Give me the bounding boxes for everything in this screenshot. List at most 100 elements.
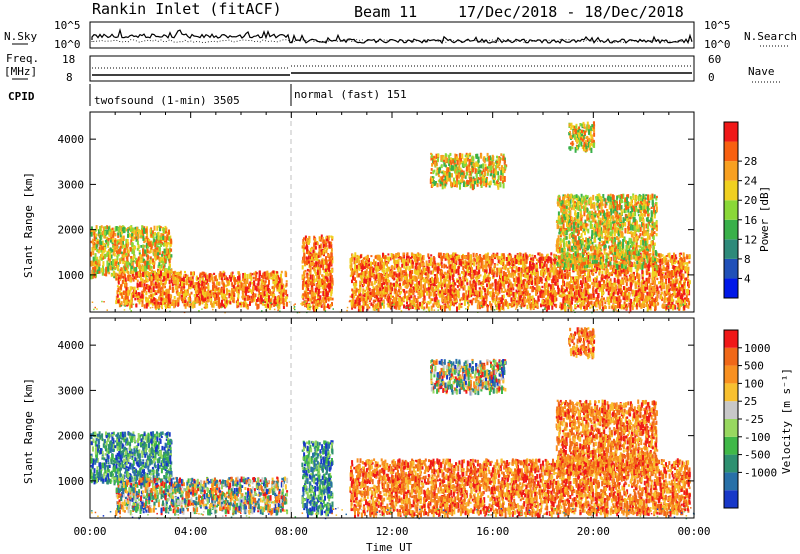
echo-cell — [159, 268, 162, 272]
echo-cell — [179, 273, 182, 277]
echo-cell — [103, 243, 106, 247]
echo-cell — [374, 299, 377, 303]
echo-cell — [248, 283, 250, 288]
echo-cell — [324, 258, 327, 261]
echo-cell — [204, 291, 207, 294]
echo-cell — [681, 301, 684, 306]
echo-cell — [279, 294, 282, 299]
echo-cell — [608, 296, 611, 300]
echo-cell — [211, 279, 214, 283]
echo-cell — [183, 297, 186, 301]
echo-cell — [277, 281, 280, 285]
echo-cell — [313, 263, 315, 269]
echo-cell — [321, 260, 324, 264]
echo-cell — [216, 281, 218, 286]
echo-cell — [325, 242, 328, 247]
echo-cell — [677, 260, 680, 264]
echo-cell — [484, 272, 486, 277]
echo-cell — [312, 275, 315, 280]
echo-cell — [206, 274, 209, 280]
echo-cell — [166, 248, 169, 254]
echo-cell — [92, 256, 95, 263]
echo-cell — [102, 265, 104, 270]
echo-cell — [139, 295, 142, 299]
echo-cell — [639, 295, 642, 301]
echo-cell — [136, 262, 139, 267]
echo-cell — [550, 295, 553, 301]
echo-cell — [156, 303, 159, 309]
echo-cell — [134, 246, 137, 250]
echo-cell — [230, 272, 233, 277]
echo-cell — [255, 302, 257, 306]
echo-cell — [499, 301, 501, 305]
echo-cell — [562, 282, 564, 286]
echo-cell — [357, 273, 360, 278]
echo-cell — [137, 229, 140, 235]
echo-cell — [224, 275, 227, 279]
echo-cell — [241, 287, 244, 291]
echo-cell — [271, 286, 274, 289]
echo-cell — [142, 294, 145, 299]
echo-cell — [120, 272, 123, 279]
echo-cell — [156, 247, 159, 250]
echo-cell — [146, 249, 149, 254]
echo-cell — [350, 300, 353, 306]
echo-cell — [132, 236, 135, 241]
echo-cell — [135, 257, 137, 260]
echo-cell — [441, 288, 444, 293]
echo-cell — [560, 288, 563, 293]
echo-cell — [508, 302, 511, 307]
echo-cell — [331, 236, 334, 240]
echo-cell — [152, 278, 155, 281]
echo-cell — [437, 284, 440, 290]
echo-cell — [439, 272, 442, 276]
echo-cell — [101, 230, 104, 235]
echo-cell — [213, 294, 216, 299]
echo-cell — [619, 282, 622, 288]
echo-cell — [458, 273, 461, 277]
echo-cell — [157, 236, 160, 240]
echo-cell — [306, 240, 308, 244]
echo-cell — [116, 250, 119, 255]
echo-cell — [502, 290, 505, 293]
echo-cell — [148, 295, 151, 299]
echo-cell — [488, 268, 491, 274]
echo-cell — [486, 262, 488, 266]
echo-cell — [166, 278, 169, 281]
echo-cell — [277, 302, 280, 309]
echo-cell — [164, 242, 167, 247]
echo-cell — [653, 275, 656, 282]
echo-cell — [145, 228, 148, 233]
echo-cell — [232, 285, 235, 289]
echo-cell — [326, 247, 329, 251]
echo-cell — [98, 266, 101, 272]
echo-cell — [649, 264, 652, 267]
echo-cell — [665, 292, 668, 296]
echo-cell — [246, 274, 249, 280]
echo-cell — [487, 291, 490, 295]
echo-cell — [401, 283, 404, 286]
echo-cell — [308, 235, 311, 239]
echo-cell — [636, 301, 638, 307]
echo-cell — [164, 302, 166, 305]
echo-cell — [186, 292, 188, 296]
echo-cell — [248, 273, 251, 279]
echo-cell — [191, 276, 194, 282]
echo-cell — [681, 288, 684, 293]
echo-cell — [120, 293, 123, 296]
echo-cell — [227, 289, 230, 292]
echo-cell — [114, 227, 117, 232]
echo-cell — [258, 273, 261, 276]
freq-tick-top: 18 — [62, 53, 75, 66]
echo-cell — [144, 267, 147, 272]
echo-cell — [328, 280, 331, 283]
echo-cell — [545, 258, 548, 262]
echo-cell — [661, 272, 664, 278]
echo-cell — [129, 299, 132, 305]
echo-cell — [252, 286, 254, 292]
echo-cell — [467, 285, 470, 292]
echo-cell — [276, 297, 279, 303]
echo-cell — [658, 253, 661, 258]
echo-cell — [145, 280, 148, 283]
echo-cell — [588, 258, 591, 264]
